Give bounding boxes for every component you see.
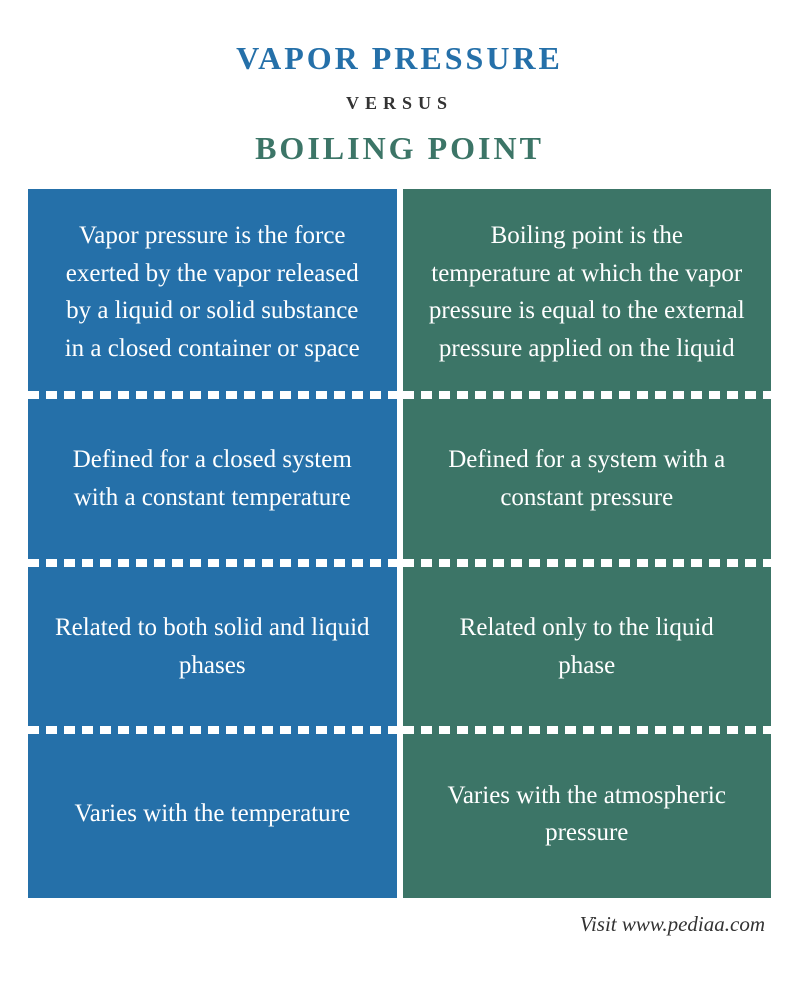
cell-right-2: Related only to the liquid phase (403, 563, 772, 731)
row-2: Related to both solid and liquid phases … (28, 563, 771, 731)
cell-left-0: Vapor pressure is the force exerted by t… (28, 189, 397, 395)
header: VAPOR PRESSURE VERSUS BOILING POINT (28, 40, 771, 167)
cell-text: Varies with the temperature (74, 795, 350, 833)
row-3: Varies with the temperature Varies with … (28, 730, 771, 898)
cell-text: Boiling point is the temperature at whic… (429, 217, 746, 367)
cell-right-3: Varies with the atmospheric pressure (403, 730, 772, 898)
cell-text: Defined for a closed system with a const… (54, 441, 371, 516)
title-right: BOILING POINT (28, 130, 771, 167)
cell-left-1: Defined for a closed system with a const… (28, 395, 397, 563)
comparison-grid: Vapor pressure is the force exerted by t… (28, 189, 771, 898)
cell-text: Related only to the liquid phase (429, 609, 746, 684)
cell-right-0: Boiling point is the temperature at whic… (403, 189, 772, 395)
cell-right-1: Defined for a system with a constant pre… (403, 395, 772, 563)
cell-left-3: Varies with the temperature (28, 730, 397, 898)
title-versus: VERSUS (28, 93, 771, 114)
cell-text: Vapor pressure is the force exerted by t… (54, 217, 371, 367)
cell-left-2: Related to both solid and liquid phases (28, 563, 397, 731)
cell-text: Varies with the atmospheric pressure (429, 777, 746, 852)
footer-credit: Visit www.pediaa.com (28, 898, 771, 937)
title-left: VAPOR PRESSURE (28, 40, 771, 77)
cell-text: Related to both solid and liquid phases (54, 609, 371, 684)
cell-text: Defined for a system with a constant pre… (429, 441, 746, 516)
row-1: Defined for a closed system with a const… (28, 395, 771, 563)
row-0: Vapor pressure is the force exerted by t… (28, 189, 771, 395)
comparison-infographic: VAPOR PRESSURE VERSUS BOILING POINT Vapo… (0, 0, 799, 997)
